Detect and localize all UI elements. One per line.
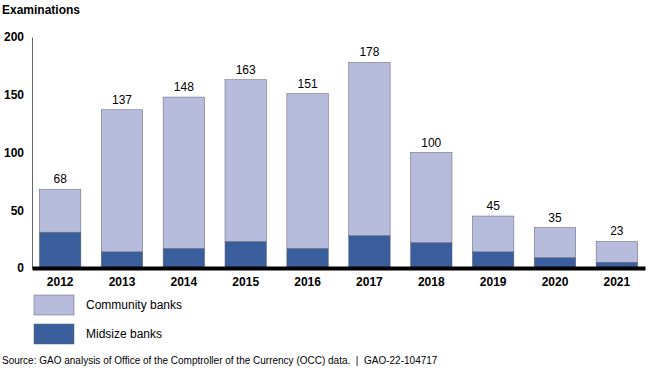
chart: Examinations 0 50 100 150 200 68 137 148 163 151 17…	[0, 0, 650, 371]
bar-segment	[287, 94, 328, 249]
bar-segment	[411, 153, 452, 243]
bar-segment	[39, 232, 80, 268]
y-axis-title: Examinations	[2, 3, 80, 17]
x-tick: 2015	[232, 268, 259, 289]
legend: Community banks Midsize banks	[34, 295, 182, 344]
total-label: 137	[112, 93, 132, 107]
x-tick: 2013	[109, 268, 136, 289]
y-tick-label: 150	[4, 88, 24, 102]
x-tick-label: 2021	[604, 275, 631, 289]
bar-segment	[411, 243, 452, 268]
source-note: Source: GAO analysis of Office of the Co…	[2, 355, 438, 366]
bar-segment	[163, 97, 204, 248]
y-axis-line	[32, 38, 33, 269]
y-tick: 200	[4, 30, 32, 44]
total-label: 151	[298, 77, 318, 91]
bar-segment	[225, 241, 266, 268]
bar-segment	[39, 189, 80, 232]
legend-label: Community banks	[86, 298, 182, 312]
legend-swatch	[34, 295, 74, 315]
total-label: 148	[174, 80, 194, 94]
total-label: 35	[548, 211, 562, 225]
legend-swatch	[34, 324, 74, 344]
y-tick: 50	[11, 204, 32, 218]
total-label: 100	[421, 136, 441, 150]
x-tick-label: 2015	[232, 275, 259, 289]
bar-segment	[287, 248, 328, 268]
x-tick: 2020	[542, 268, 569, 289]
x-tick-label: 2016	[294, 275, 321, 289]
bar-segment	[534, 258, 575, 268]
x-tick-label: 2014	[171, 275, 198, 289]
bar-segment	[101, 252, 142, 268]
total-label: 23	[610, 224, 624, 238]
bar-segment	[349, 236, 390, 268]
x-tick-label: 2013	[109, 275, 136, 289]
total-label: 45	[486, 199, 500, 213]
bar-segment	[101, 110, 142, 252]
bars	[39, 62, 637, 268]
y-tick: 150	[4, 88, 32, 102]
x-tick-label: 2020	[542, 275, 569, 289]
x-tick-label: 2017	[356, 275, 383, 289]
x-tick-label: 2012	[47, 275, 74, 289]
total-label: 178	[359, 45, 379, 59]
y-tick: 0	[17, 261, 32, 275]
x-axis-line	[33, 267, 646, 271]
bar-segment	[163, 248, 204, 268]
x-tick: 2017	[356, 268, 383, 289]
total-labels: 68 137 148 163 151 178 100 45 35 23	[53, 45, 623, 238]
total-label: 163	[236, 63, 256, 77]
x-tick: 2016	[294, 268, 321, 289]
x-tick: 2018	[418, 268, 445, 289]
x-tick: 2014	[171, 268, 198, 289]
series	[39, 62, 637, 262]
x-tick-label: 2019	[480, 275, 507, 289]
y-tick: 100	[4, 146, 32, 160]
bar-segment	[472, 252, 513, 268]
x-tick-label: 2018	[418, 275, 445, 289]
bar-segment	[534, 228, 575, 258]
total-label: 68	[53, 172, 67, 186]
y-tick-label: 50	[11, 204, 25, 218]
bar-segment	[225, 80, 266, 242]
bar-segment	[349, 62, 390, 235]
y-axis: 0 50 100 150 200	[4, 30, 33, 275]
bar-segment	[596, 241, 637, 262]
legend-label: Midsize banks	[86, 327, 162, 341]
bar-segment	[472, 216, 513, 252]
y-tick-label: 0	[17, 261, 24, 275]
y-tick-label: 100	[4, 146, 24, 160]
x-tick: 2021	[604, 268, 631, 289]
y-tick-label: 200	[4, 30, 24, 44]
x-tick: 2019	[480, 268, 507, 289]
x-tick: 2012	[47, 268, 74, 289]
x-axis: 2012 2013 2014 2015 2016 2017 2018 2019 2020 2021	[33, 268, 646, 289]
